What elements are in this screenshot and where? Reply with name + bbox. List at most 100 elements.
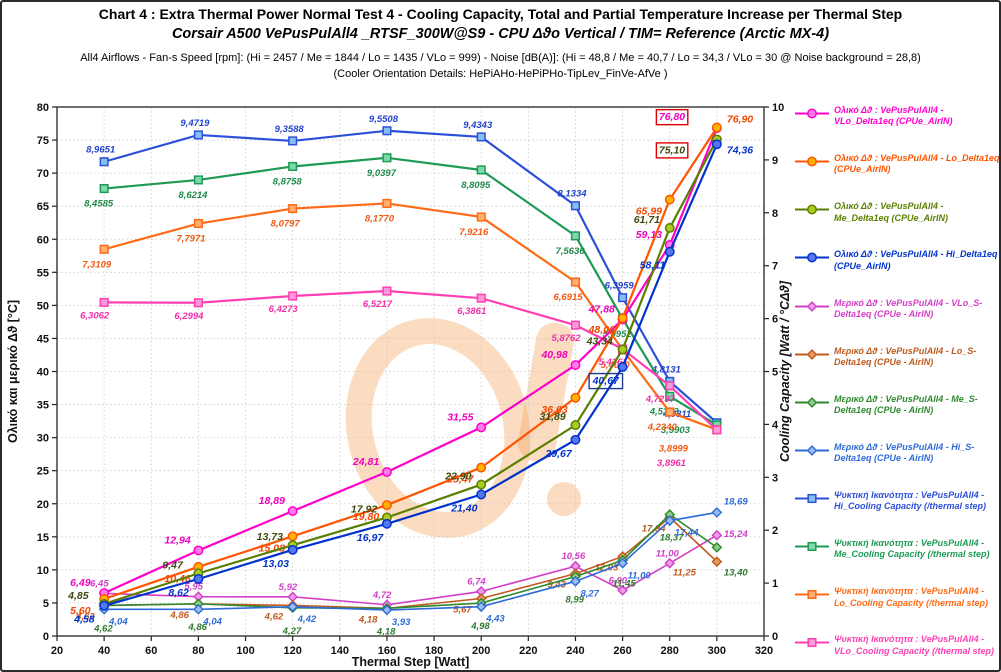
circle-marker-icon xyxy=(795,204,829,215)
data-label: 13,73 xyxy=(257,531,283,543)
legend-item-s_me: Μερικό Δϑ : VePusPulAll4 - Me_S-Delta1eq… xyxy=(794,394,999,417)
data-label: 8,8095 xyxy=(461,180,491,191)
data-label: 4,85 xyxy=(67,590,89,602)
series-tot_me: 4,85 9,47 13,73 17,92 22,90 31,89 43,34 61,71 75… xyxy=(67,134,722,609)
data-point-marker xyxy=(382,153,392,163)
legend-label: Ψυκτική Ικανότητα : VePusPulAll4 - Me_Co… xyxy=(834,538,990,560)
data-label: 5,4261 xyxy=(599,357,628,368)
legend-item-cap_hi: Ψυκτική Ικανότητα : VePusPulAll4 - Hi_Co… xyxy=(794,490,999,513)
data-label: 4,27 xyxy=(282,626,302,637)
series-cap_vlo: 6,3062 6,2994 6,4273 6,5217 6,3861 5,8762 5,42… xyxy=(80,286,722,469)
data-point-marker xyxy=(664,246,675,257)
data-label: 3,9903 xyxy=(661,425,691,436)
data-point-marker xyxy=(711,122,722,133)
data-point-marker xyxy=(806,396,818,408)
data-point-marker xyxy=(288,161,298,172)
data-point-marker xyxy=(806,348,818,360)
series-s_hi: 4,04 4,04 4,42 3,93 4,43 8,27 11,00 17,44 18,69 xyxy=(98,496,748,628)
legend-label: Μερικό Δϑ : VePusPulAll4 - VLo_S-Delta1e… xyxy=(834,297,983,319)
data-label: 7,9216 xyxy=(459,227,489,238)
data-label: 16,97 xyxy=(357,532,384,544)
svg-text:40: 40 xyxy=(37,367,49,379)
data-point-marker xyxy=(99,157,109,167)
data-point-marker xyxy=(617,344,628,355)
data-label: 6,3062 xyxy=(80,310,110,321)
data-point-marker xyxy=(570,420,581,431)
data-point-marker xyxy=(664,557,676,569)
data-point-marker xyxy=(807,108,817,119)
data-point-marker xyxy=(381,500,392,511)
data-label: 4,98 xyxy=(470,621,490,632)
svg-text:60: 60 xyxy=(145,645,157,657)
data-label: 4,18 xyxy=(376,626,396,637)
data-point-marker xyxy=(193,218,203,229)
data-label: 31,55 xyxy=(447,411,473,423)
data-label: 4,2340 xyxy=(647,422,678,433)
data-label: 24,81 xyxy=(352,456,379,468)
data-label: 9,5508 xyxy=(369,114,399,125)
data-point-marker xyxy=(287,601,299,613)
data-label: 3,93 xyxy=(392,617,411,628)
legend-label: Ολικό Δϑ : VePusPulAll4 - Lo_Delta1eq (C… xyxy=(834,153,1000,175)
data-label: 6,5217 xyxy=(363,299,393,310)
data-point-marker xyxy=(711,529,723,541)
watermark-shape xyxy=(547,482,581,516)
data-point-marker xyxy=(288,136,298,146)
svg-text:35: 35 xyxy=(37,400,49,412)
data-point-marker xyxy=(570,201,581,211)
data-point-marker xyxy=(99,183,109,194)
data-point-marker xyxy=(807,542,817,552)
legend-label: Ψυκτική Ικανότητα : VePusPulAll4 - Lo_Co… xyxy=(834,586,989,608)
svg-text:15: 15 xyxy=(37,532,49,544)
data-point-marker xyxy=(712,425,722,435)
data-label: 3,8999 xyxy=(659,444,689,455)
data-label: 4,5313 xyxy=(649,406,680,417)
svg-text:10: 10 xyxy=(37,565,49,577)
data-label: 6,3959 xyxy=(605,281,635,292)
y-right-tick-labels: 0 1 2 3 4 5 6 7 8 9 10 xyxy=(764,102,784,643)
data-label: 3,8961 xyxy=(657,458,686,469)
data-label: 6,45 xyxy=(90,578,109,589)
legend-item-s_lo: Μερικό Δϑ : VePusPulAll4 - Lo_S-Delta1eq… xyxy=(794,346,999,369)
data-point-marker xyxy=(287,544,298,555)
data-point-marker xyxy=(570,360,581,370)
data-label: 9,4719 xyxy=(180,118,210,129)
data-label: 17,92 xyxy=(351,504,377,516)
svg-text:200: 200 xyxy=(472,645,490,657)
data-point-marker xyxy=(664,515,676,527)
data-point-marker xyxy=(476,422,487,433)
circle-marker-icon xyxy=(795,156,829,167)
data-label: 8,99 xyxy=(565,595,584,606)
diamond-marker-icon xyxy=(795,444,829,456)
svg-text:220: 220 xyxy=(519,645,537,657)
data-label: 4,18 xyxy=(358,614,378,625)
data-point-marker xyxy=(807,590,817,600)
diamond-marker-icon xyxy=(795,300,829,312)
data-point-marker xyxy=(617,584,628,596)
svg-text:300: 300 xyxy=(708,645,726,657)
svg-text:3: 3 xyxy=(772,472,778,484)
data-point-marker xyxy=(618,293,628,303)
data-label: 8,1770 xyxy=(365,213,395,224)
svg-text:10: 10 xyxy=(772,102,784,114)
highlight-box xyxy=(588,372,624,390)
data-label: 6,3861 xyxy=(457,306,486,317)
legend-label: Ολικό Δϑ : VePusPulAll4 - Me_Delta1eq (C… xyxy=(834,201,949,223)
data-label: 5,60 xyxy=(70,605,91,617)
chart-subtitle: Corsair A500 VePusPulAll4 _RTSF_300W@S9 … xyxy=(171,26,830,42)
svg-text:260: 260 xyxy=(613,645,631,657)
series-line xyxy=(103,129,718,424)
data-label: 4,8131 xyxy=(651,364,681,375)
data-label: 22,90 xyxy=(444,471,471,483)
data-label: 6,90 xyxy=(609,575,628,586)
svg-text:320: 320 xyxy=(755,645,773,657)
circle-marker-icon xyxy=(795,108,829,119)
data-label: 76,90 xyxy=(727,113,753,125)
data-point-marker xyxy=(99,297,109,307)
legend-label: Ψυκτική Ικανότητα : VePusPulAll4 - Hi_Co… xyxy=(834,490,987,512)
svg-text:7: 7 xyxy=(772,261,778,273)
data-point-marker xyxy=(476,462,487,473)
data-label: 4,86 xyxy=(169,610,189,621)
data-point-marker xyxy=(476,165,486,175)
